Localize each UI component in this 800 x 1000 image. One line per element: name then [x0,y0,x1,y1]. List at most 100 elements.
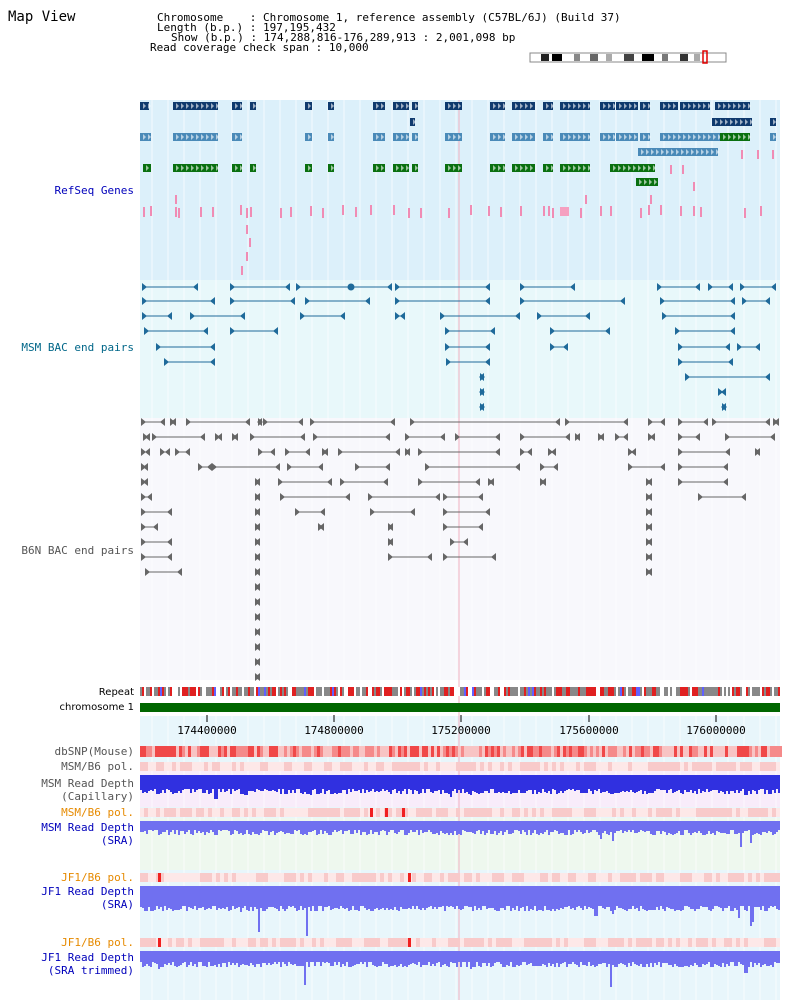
msm-bac-pair-end[interactable] [520,283,525,291]
b6n-bac-pair-end[interactable] [141,418,146,426]
b6n-bac-pair-end[interactable] [141,508,146,516]
b6n-bac-pair-end[interactable] [647,523,652,531]
msm-bac-pair-end[interactable] [485,358,490,366]
b6n-bac-pair-end[interactable] [185,448,190,456]
refseq-gene-dark[interactable] [512,102,535,110]
msm-bac-pair-end[interactable] [142,297,147,305]
b6n-bac-pair-end[interactable] [255,508,260,516]
msm-bac-pair-end[interactable] [300,312,305,320]
refseq-gene-mid[interactable] [490,133,505,141]
b6n-bac-pair-end[interactable] [395,448,400,456]
b6n-bac-pair-end[interactable] [255,523,260,531]
b6n-bac-pair-end[interactable] [450,538,455,546]
b6n-bac-pair-end[interactable] [143,463,148,471]
b6n-bac-pair-end[interactable] [141,493,146,501]
refseq-gene-green[interactable] [512,164,535,172]
b6n-bac-pair-end[interactable] [647,478,652,486]
msm-bac-pair-end[interactable] [156,343,161,351]
b6n-bac-pair-end[interactable] [255,673,260,681]
b6n-bac-pair-end[interactable] [143,478,148,486]
b6n-bac-pair-end[interactable] [548,448,553,456]
b6n-bac-pair-end[interactable] [258,448,263,456]
b6n-bac-pair-end[interactable] [475,478,480,486]
b6n-bac-pair-end[interactable] [678,463,683,471]
b6n-bac-pair-end[interactable] [435,493,440,501]
msm-bac-pair-end[interactable] [765,373,770,381]
msm-bac-pair-end[interactable] [340,312,345,320]
b6n-bac-pair-end[interactable] [255,493,260,501]
b6n-bac-pair-end[interactable] [418,448,423,456]
msm-bac-pair-end[interactable] [164,358,169,366]
msm-bac-pair-end[interactable] [490,327,495,335]
b6n-bac-pair-end[interactable] [443,523,448,531]
b6n-bac-pair-end[interactable] [695,433,700,441]
msm-bac-pair-end[interactable] [563,343,568,351]
msm-bac-pair-end[interactable] [771,283,776,291]
b6n-bac-pair-end[interactable] [770,433,775,441]
b6n-bac-pair-end[interactable] [410,508,415,516]
b6n-bac-pair-end[interactable] [255,583,260,591]
b6n-bac-pair-end[interactable] [405,433,410,441]
b6n-bac-pair-end[interactable] [527,448,532,456]
b6n-bac-pair-end[interactable] [628,463,633,471]
b6n-bac-pair-end[interactable] [623,433,628,441]
msm-bac-pair-end[interactable] [230,327,235,335]
msm-bac-pair-end[interactable] [730,327,735,335]
b6n-bac-pair-end[interactable] [623,418,628,426]
msm-bac-pair-end[interactable] [550,327,555,335]
b6n-bac-pair-end[interactable] [660,418,665,426]
track-label-b6n-bac[interactable]: B6N BAC end pairs [21,544,134,557]
b6n-bac-pair-end[interactable] [212,463,217,471]
b6n-bac-pair-end[interactable] [319,523,324,531]
msm-bac-pair-end[interactable] [718,388,723,396]
b6n-bac-pair-end[interactable] [145,568,150,576]
b6n-bac-pair-end[interactable] [186,418,191,426]
msm-bac-pair-end[interactable] [230,283,235,291]
b6n-bac-pair-end[interactable] [774,418,779,426]
b6n-bac-pair-end[interactable] [678,433,683,441]
msm-bac-pair-end[interactable] [230,297,235,305]
b6n-bac-pair-end[interactable] [551,448,556,456]
msm-bac-pair-end[interactable] [662,312,667,320]
b6n-bac-pair-end[interactable] [712,418,717,426]
b6n-bac-pair-end[interactable] [678,448,683,456]
msm-bac-pair-end[interactable] [395,297,400,305]
msm-bac-pair-end[interactable] [657,283,662,291]
b6n-bac-pair-end[interactable] [631,448,636,456]
b6n-bac-pair-end[interactable] [310,418,315,426]
msm-bac-pair-end[interactable] [728,358,733,366]
b6n-bac-pair-end[interactable] [489,478,494,486]
b6n-bac-pair-end[interactable] [255,643,260,651]
b6n-bac-pair-end[interactable] [678,478,683,486]
b6n-bac-pair-end[interactable] [388,523,393,531]
msm-bac-pair-end[interactable] [740,283,745,291]
b6n-bac-pair-end[interactable] [145,448,150,456]
b6n-bac-pair-end[interactable] [152,433,157,441]
b6n-bac-pair-end[interactable] [485,508,490,516]
b6n-bac-pair-end[interactable] [255,658,260,666]
msm-bac-pair-end[interactable] [365,297,370,305]
b6n-bac-pair-end[interactable] [565,433,570,441]
b6n-bac-pair-end[interactable] [255,553,260,561]
msm-bac-pair-end[interactable] [742,297,747,305]
b6n-bac-pair-end[interactable] [555,418,560,426]
b6n-bac-pair-end[interactable] [298,418,303,426]
b6n-bac-pair-end[interactable] [495,433,500,441]
b6n-bac-pair-end[interactable] [491,553,496,561]
msm-bac-pair-end[interactable] [305,297,310,305]
msm-bac-pair-end[interactable] [273,327,278,335]
b6n-bac-pair-end[interactable] [648,418,653,426]
b6n-bac-pair-end[interactable] [340,478,345,486]
msm-bac-pair-end[interactable] [167,312,172,320]
b6n-bac-pair-end[interactable] [368,493,373,501]
b6n-bac-pair-end[interactable] [207,463,212,471]
b6n-bac-pair-end[interactable] [250,433,255,441]
msm-bac-pair-end[interactable] [210,358,215,366]
b6n-bac-pair-end[interactable] [755,448,760,456]
msm-bac-pair-end[interactable] [537,312,542,320]
b6n-bac-pair-end[interactable] [427,553,432,561]
b6n-bac-pair-end[interactable] [540,463,545,471]
msm-bac-pair-end[interactable] [446,358,451,366]
b6n-bac-pair-end[interactable] [270,448,275,456]
msm-bac-pair-end[interactable] [585,312,590,320]
